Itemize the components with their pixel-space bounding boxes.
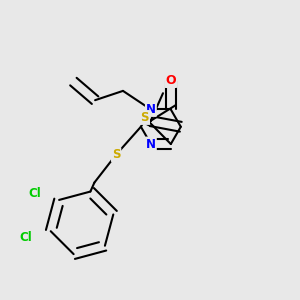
Text: N: N (146, 137, 156, 151)
Text: S: S (112, 148, 120, 161)
Text: Cl: Cl (28, 187, 41, 200)
Text: Cl: Cl (20, 231, 32, 244)
Text: S: S (141, 111, 149, 124)
Text: O: O (166, 74, 176, 87)
Text: N: N (146, 103, 156, 116)
